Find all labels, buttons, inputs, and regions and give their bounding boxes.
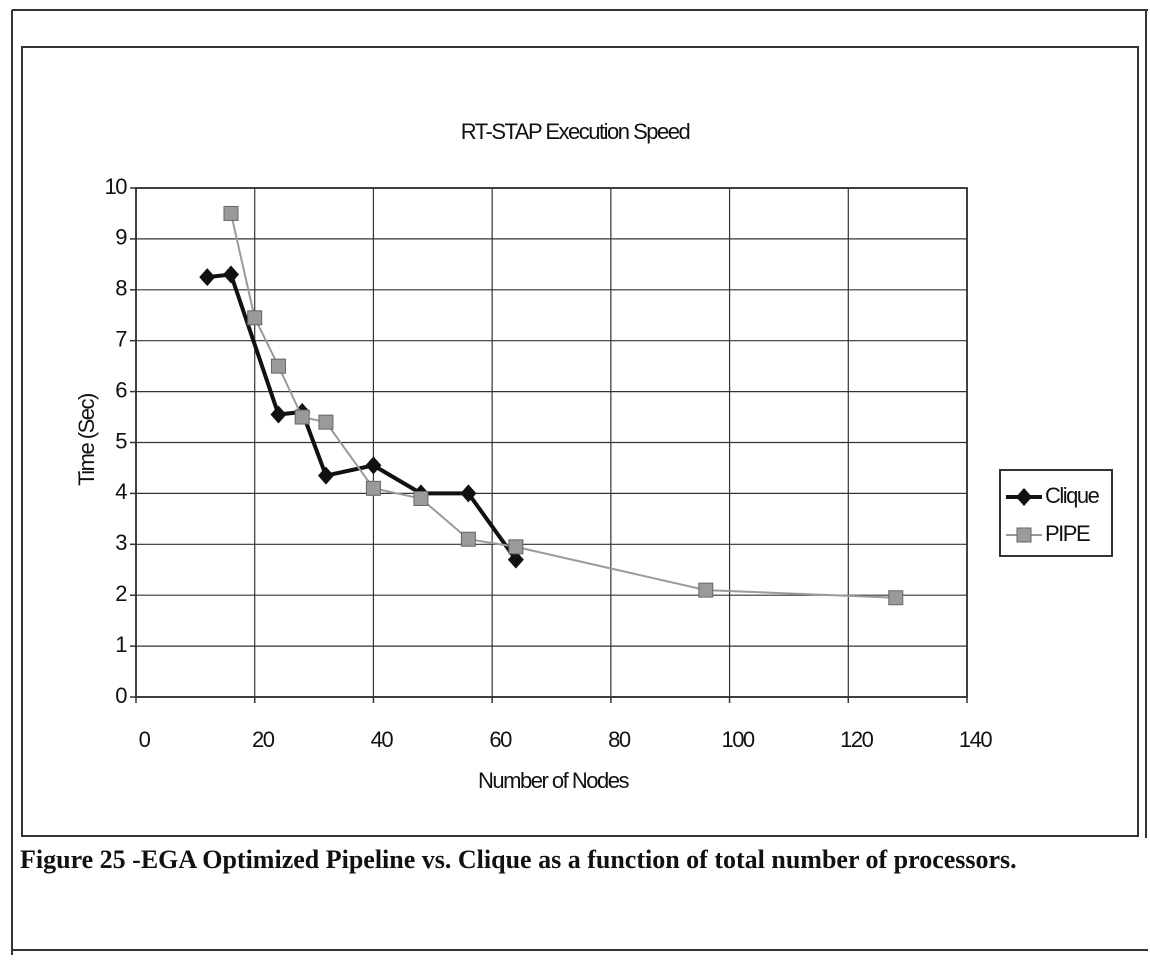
legend-label: PIPE	[1045, 521, 1090, 546]
y-tick-label: 8	[115, 276, 127, 301]
legend-marker	[1016, 527, 1032, 543]
y-tick-label: 1	[115, 632, 127, 657]
chart-title: RT-STAP Execution Speed	[461, 119, 690, 144]
x-tick-label: 140	[959, 727, 992, 752]
caption: Figure 25 -EGA Optimized Pipeline vs. Cl…	[20, 845, 1017, 874]
y-tick-label: 10	[105, 174, 128, 199]
point	[888, 590, 904, 606]
legend-marker	[1016, 488, 1032, 506]
x-tick-label: 20	[252, 727, 275, 752]
point	[270, 405, 287, 424]
chart-area	[21, 46, 1139, 837]
y-axis-label: Time (Sec)	[74, 394, 99, 486]
point	[365, 480, 381, 496]
y-tick-label: 7	[115, 327, 127, 352]
point	[460, 531, 476, 547]
y-tick-label: 3	[115, 530, 127, 555]
y-tick-label: 9	[115, 225, 127, 250]
x-axis-label: Number of Nodes	[478, 768, 629, 793]
point	[270, 358, 286, 374]
point	[294, 409, 310, 425]
y-tick-label: 6	[115, 377, 127, 402]
point	[199, 268, 216, 287]
y-tick-label: 2	[115, 581, 127, 606]
x-tick-label: 100	[721, 727, 754, 752]
x-tick-label: 0	[139, 727, 151, 752]
point	[508, 539, 524, 555]
point	[365, 456, 382, 475]
y-tick-label: 0	[115, 683, 127, 708]
x-tick-label: 60	[489, 727, 512, 752]
point	[223, 205, 239, 221]
point	[507, 550, 524, 569]
y-tick-label: 5	[115, 428, 127, 453]
y-tick-label: 4	[115, 479, 127, 504]
point	[698, 582, 714, 598]
point	[318, 414, 334, 430]
x-tick-label: 120	[840, 727, 873, 752]
point	[317, 466, 334, 485]
x-tick-label: 40	[371, 727, 394, 752]
point	[460, 484, 477, 503]
point	[247, 310, 263, 326]
x-tick-label: 80	[608, 727, 631, 752]
legend-label: Clique	[1045, 483, 1100, 508]
series-line	[229, 213, 896, 599]
point	[222, 265, 239, 284]
point	[413, 490, 429, 506]
